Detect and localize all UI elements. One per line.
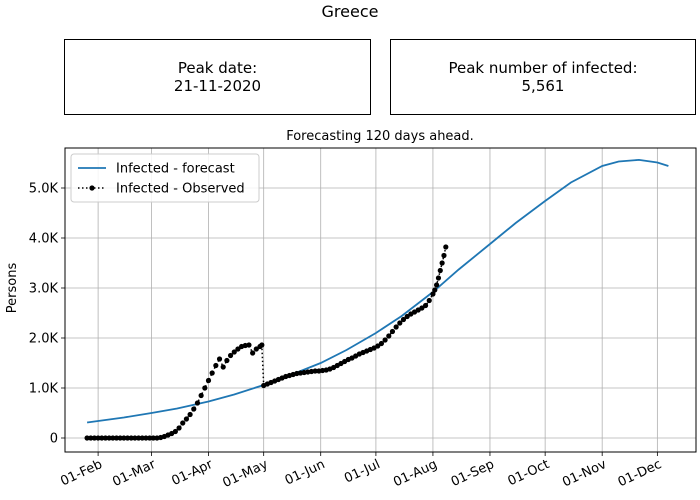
peak-date-value: 21-11-2020 [173,77,262,95]
x-tick-label: 01-Mar [110,457,158,490]
observed-point [102,435,109,441]
observed-point [183,416,190,422]
observed-point [231,349,237,355]
observed-point [187,411,193,418]
observed-point [191,406,197,412]
observed-point [259,342,265,348]
observed-point [139,435,145,441]
y-tick-label: 3.0K [29,282,59,297]
x-tick-label: 01-Dec [616,457,664,490]
x-tick-label: 01-Jul [342,457,382,487]
observed-point [382,337,388,343]
observed-point [441,252,447,259]
observed-point [430,291,436,297]
observed-point [91,435,98,441]
observed-point [172,428,178,435]
observed-point [135,435,142,441]
observed-point [432,287,438,293]
observed-point [95,435,101,441]
observed-point [389,328,396,335]
observed-point [227,352,234,359]
observed-point [220,364,226,370]
x-tick-label: 01-May [220,457,270,491]
observed-line [87,246,447,439]
x-tick-label: 01-Oct [506,457,552,489]
peak-count-box: Peak number of infected: 5,561 [390,39,696,115]
observed-point [194,400,201,406]
chart-title: Forecasting 120 days ahead. [286,129,474,144]
observed-point [213,362,219,369]
observed-point [132,435,138,441]
observed-point [443,244,449,250]
y-tick-label: 1.0K [29,382,59,397]
observed-point [121,435,127,441]
observed-point [378,340,385,347]
observed-point [386,333,392,339]
observed-point [253,346,259,352]
y-axis-label: Persons [5,263,20,314]
peak-date-box: Peak date: 21-11-2020 [64,39,371,115]
x-tick-label: 01-Jun [283,457,328,488]
x-tick-label: 01-Feb [58,457,104,489]
observed-point [250,350,256,356]
observed-point [404,313,410,320]
legend-marker-observed [89,185,95,191]
observed-point [216,356,223,362]
observed-point [198,392,204,399]
observed-point [419,305,425,311]
peak-count-value: 5,561 [521,77,565,95]
observed-point [124,435,131,441]
observed-point [246,342,252,348]
observed-point [180,420,186,426]
observed-point [397,320,403,326]
observed-point [437,267,443,274]
x-tick-label: 01-Sep [449,457,497,490]
observed-point [143,435,149,441]
observed-point [235,346,241,352]
observed-point [202,385,208,391]
legend-label: Infected - forecast [116,162,235,177]
observed-point [113,435,120,441]
observed-point [205,377,212,384]
observed-point [426,297,432,304]
observed-point [106,435,112,441]
observed-point [422,302,429,309]
observed-point [176,425,182,431]
x-tick-label: 01-Nov [560,457,609,490]
observed-point [99,435,105,441]
observed-point [117,435,123,441]
observed-point [312,368,318,374]
observed-point [400,316,407,323]
plot-frame [64,147,697,453]
observed-point [209,370,215,376]
legend-label: Infected - Observed [116,182,245,197]
observed-point [128,435,134,441]
x-tick-label: 01-Aug [391,457,439,490]
figure-title: Greece [321,2,379,21]
observed-point [150,435,156,441]
observed-point [84,435,90,441]
x-tick-label: 01-Apr [169,457,215,489]
legend-frame [70,153,260,203]
legend: Infected - forecast Infected - Observed [70,153,260,203]
peak-count-label: Peak number of infected: [448,59,638,77]
y-tick-label: 5.0K [29,182,59,197]
observed-point [439,260,445,266]
series-layer [84,158,669,441]
observed-point [393,324,399,330]
observed-point [224,357,230,364]
y-tick-label: 0 [50,432,58,447]
observed-point [88,435,94,441]
observed-point [375,343,381,349]
observed-point [434,282,440,288]
peak-date-label: Peak date: [177,59,258,77]
y-tick-label: 4.0K [29,232,59,247]
observed-point [110,435,116,441]
y-tick-label: 2.0K [29,332,59,347]
observed-point [435,275,442,281]
observed-point [147,435,153,441]
